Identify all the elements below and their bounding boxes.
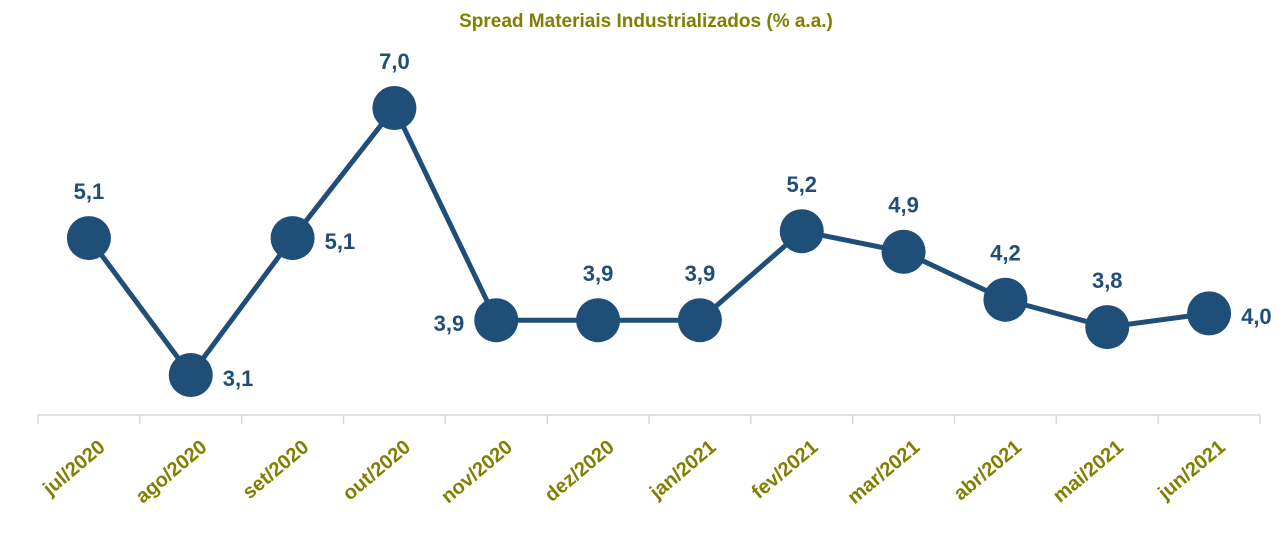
- data-label: 3,9: [685, 261, 716, 286]
- data-label: 3,8: [1092, 268, 1123, 293]
- data-label: 4,2: [990, 241, 1021, 266]
- marker: [1187, 291, 1232, 336]
- data-label: 4,9: [888, 193, 919, 218]
- x-tick-label: jul/2020: [38, 436, 109, 501]
- marker: [881, 229, 926, 274]
- marker: [474, 298, 519, 343]
- data-label: 3,1: [223, 366, 254, 391]
- data-label: 5,2: [786, 172, 817, 197]
- chart-title: Spread Materiais Industrializados (% a.a…: [459, 11, 833, 32]
- x-tick-label: jan/2021: [645, 436, 720, 504]
- data-label: 5,1: [325, 229, 356, 254]
- marker: [270, 216, 315, 261]
- x-tick-label: set/2020: [239, 436, 314, 504]
- data-label: 4,0: [1241, 304, 1272, 329]
- marker: [66, 216, 111, 261]
- x-tick-label: ago/2020: [132, 436, 212, 508]
- marker: [983, 277, 1028, 322]
- marker: [168, 353, 213, 397]
- data-label: 7,0: [379, 49, 410, 74]
- x-tick-label: out/2020: [339, 436, 415, 505]
- x-tick-label: mai/2021: [1049, 436, 1128, 507]
- x-tick-label: nov/2020: [437, 436, 517, 508]
- x-tick-label: jun/2021: [1153, 436, 1229, 505]
- x-tick-label: abr/2021: [950, 436, 1026, 505]
- data-label: 3,9: [583, 261, 614, 286]
- data-label: 5,1: [74, 179, 105, 204]
- marker: [677, 298, 722, 343]
- marker: [1085, 305, 1130, 350]
- x-tick-label: fev/2021: [748, 436, 823, 504]
- marker: [576, 298, 621, 343]
- x-tick-label: dez/2020: [541, 436, 619, 506]
- line: [86, 105, 1210, 378]
- data-label: 3,9: [434, 311, 465, 336]
- marker: [372, 86, 417, 130]
- marker: [779, 209, 824, 254]
- x-tick-label: mar/2021: [844, 436, 925, 509]
